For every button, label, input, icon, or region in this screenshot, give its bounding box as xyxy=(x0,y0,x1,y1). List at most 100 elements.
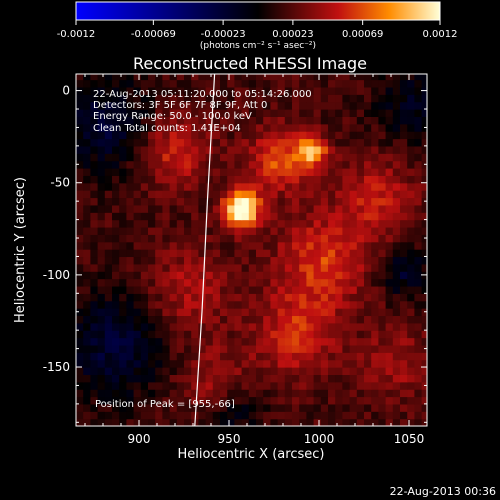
heatmap-cell xyxy=(148,79,156,88)
heatmap-cell xyxy=(270,79,279,88)
heatmap-cell xyxy=(83,418,91,426)
heatmap-cell xyxy=(306,330,315,339)
heatmap-cell xyxy=(292,101,300,110)
heatmap-cell xyxy=(356,241,365,250)
heatmap-cell xyxy=(248,219,257,228)
heatmap-cell xyxy=(155,367,163,375)
heatmap-cell xyxy=(284,138,293,147)
heatmap-cell xyxy=(155,315,163,324)
heatmap-cell xyxy=(205,418,214,426)
heatmap-cell xyxy=(90,344,99,353)
heatmap-cell xyxy=(342,94,351,103)
heatmap-cell xyxy=(155,300,163,309)
heatmap-cell xyxy=(378,197,387,206)
heatmap-cell xyxy=(263,167,271,176)
heatmap-cell xyxy=(119,315,127,324)
heatmap-cell xyxy=(263,182,271,191)
heatmap-cell xyxy=(104,153,113,162)
heatmap-cell xyxy=(191,197,199,206)
heatmap-cell xyxy=(378,337,387,346)
heatmap-cell xyxy=(371,344,379,353)
heatmap-cell xyxy=(212,330,221,339)
heatmap-cell xyxy=(76,94,84,103)
heatmap-cell xyxy=(306,241,315,250)
heatmap-cell xyxy=(277,109,286,117)
heatmap-cell xyxy=(378,374,387,383)
heatmap-cell xyxy=(162,204,171,213)
x-axis-title: Heliocentric X (arcsec) xyxy=(178,447,325,462)
heatmap-cell xyxy=(126,263,135,272)
heatmap-cell xyxy=(335,293,343,302)
heatmap-cell xyxy=(407,226,415,235)
heatmap-cell xyxy=(328,190,336,199)
heatmap-cell xyxy=(320,167,329,176)
heatmap-cell xyxy=(184,367,192,375)
heatmap-cell xyxy=(126,86,135,95)
heatmap-cell xyxy=(198,263,207,272)
heatmap-cell xyxy=(241,219,250,228)
heatmap-cell xyxy=(292,374,300,383)
heatmap-cell xyxy=(335,278,343,287)
heatmap-cell xyxy=(284,197,293,206)
heatmap-cell xyxy=(227,367,235,375)
heatmap-cell xyxy=(378,418,387,426)
heatmap-cell xyxy=(256,167,264,176)
heatmap-cell xyxy=(356,330,365,339)
heatmap-cell xyxy=(90,123,99,132)
heatmap-cell xyxy=(191,322,199,331)
heatmap-cell xyxy=(104,271,113,280)
heatmap-cell xyxy=(97,271,106,280)
heatmap-cell xyxy=(220,197,228,206)
heatmap-cell xyxy=(205,249,214,258)
heatmap-cell xyxy=(248,330,257,339)
heatmap-cell xyxy=(306,204,315,213)
heatmap-cell xyxy=(421,131,427,140)
heatmap-cell xyxy=(169,322,178,331)
heatmap-cell xyxy=(248,138,257,147)
heatmap-cell xyxy=(148,389,156,398)
heatmap-cell xyxy=(126,352,135,361)
heatmap-cell xyxy=(256,352,264,361)
heatmap-cell xyxy=(205,389,214,398)
heatmap-cell xyxy=(400,212,408,221)
heatmap-cell xyxy=(378,330,387,339)
heatmap-cell xyxy=(184,411,192,420)
heatmap-cell xyxy=(328,79,336,88)
heatmap-cell xyxy=(277,101,286,110)
heatmap-cell xyxy=(90,263,99,272)
heatmap-cell xyxy=(184,116,192,125)
heatmap-cell xyxy=(414,74,423,81)
heatmap-cell xyxy=(148,116,156,125)
heatmap-cell xyxy=(140,300,149,309)
heatmap-cell xyxy=(148,285,156,294)
heatmap-cell xyxy=(349,285,358,294)
heatmap-cell xyxy=(263,123,271,132)
heatmap-cell xyxy=(306,226,315,235)
heatmap-cell xyxy=(133,116,142,125)
heatmap-cell xyxy=(263,403,271,412)
heatmap-cell xyxy=(220,411,228,420)
heatmap-cell xyxy=(392,131,401,140)
heatmap-cell xyxy=(392,293,401,302)
heatmap-cell xyxy=(392,160,401,169)
heatmap-cell xyxy=(169,330,178,339)
heatmap-cell xyxy=(148,293,156,302)
heatmap-cell xyxy=(328,160,336,169)
heatmap-cell xyxy=(104,79,113,88)
heatmap-cell xyxy=(414,322,423,331)
heatmap-cell xyxy=(299,330,307,339)
heatmap-cell xyxy=(421,256,427,265)
heatmap-cell xyxy=(140,418,149,426)
heatmap-cell xyxy=(371,396,379,405)
heatmap-cell xyxy=(205,367,214,375)
heatmap-cell xyxy=(155,374,163,383)
heatmap-cell xyxy=(392,204,401,213)
heatmap-cell xyxy=(162,374,171,383)
heatmap-cell xyxy=(176,374,185,383)
heatmap-cell xyxy=(270,300,279,309)
heatmap-cell xyxy=(306,374,315,383)
heatmap-cell xyxy=(306,285,315,294)
heatmap-cell xyxy=(119,145,127,154)
heatmap-cell xyxy=(414,226,423,235)
heatmap-cell xyxy=(191,241,199,250)
